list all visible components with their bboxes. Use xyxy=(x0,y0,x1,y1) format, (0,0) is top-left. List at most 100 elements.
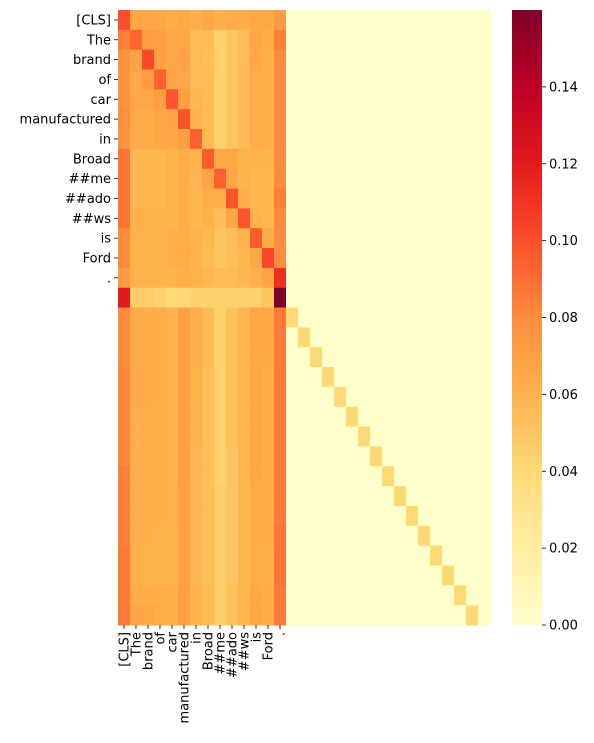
heatmap-cell xyxy=(118,327,131,348)
heatmap-cell xyxy=(478,267,491,289)
heatmap-cell xyxy=(250,367,263,388)
heatmap-cell xyxy=(202,287,215,309)
heatmap-cell xyxy=(370,446,383,467)
heatmap-cell xyxy=(406,545,419,566)
heatmap-cell xyxy=(406,10,419,31)
heatmap-cell xyxy=(298,29,311,51)
heatmap-cell xyxy=(118,426,131,447)
heatmap-cell xyxy=(262,327,275,348)
heatmap-cell xyxy=(466,367,479,388)
heatmap-cell xyxy=(262,267,275,289)
heatmap-cell xyxy=(394,208,407,229)
heatmap-cell xyxy=(166,267,179,289)
heatmap-cell xyxy=(334,89,347,110)
heatmap-cell xyxy=(142,525,155,547)
heatmap-cell xyxy=(394,545,407,566)
heatmap-cell xyxy=(418,10,431,31)
heatmap-cell xyxy=(382,426,395,447)
heatmap-cell xyxy=(190,10,203,31)
heatmap-cell xyxy=(454,267,467,289)
heatmap-cell xyxy=(274,208,287,229)
heatmap-cell xyxy=(166,347,179,368)
heatmap-cell xyxy=(226,129,239,150)
heatmap-cell xyxy=(382,446,395,467)
heatmap-cell xyxy=(358,605,371,626)
heatmap-cell xyxy=(190,406,203,428)
heatmap-cell xyxy=(202,347,215,368)
heatmap-cell xyxy=(202,29,215,51)
heatmap-cell xyxy=(382,188,395,209)
heatmap-cell xyxy=(166,426,179,447)
heatmap-cell xyxy=(178,148,191,170)
row-tick-label: brand xyxy=(73,53,111,68)
heatmap-cell xyxy=(430,545,443,566)
heatmap-cell xyxy=(130,129,143,150)
heatmap-cell xyxy=(118,148,131,170)
heatmap-cell xyxy=(466,148,479,170)
heatmap-cell xyxy=(478,129,491,150)
heatmap-cell xyxy=(358,287,371,309)
heatmap-cell xyxy=(310,545,323,566)
heatmap-cell xyxy=(430,109,443,130)
heatmap-cell xyxy=(466,347,479,368)
heatmap-cell xyxy=(382,10,395,31)
heatmap-cell xyxy=(466,109,479,130)
heatmap-cell xyxy=(322,525,335,547)
heatmap-cell xyxy=(442,287,455,309)
heatmap-cell xyxy=(478,148,491,170)
heatmap-cell xyxy=(394,466,407,487)
heatmap-cell xyxy=(274,69,287,90)
heatmap-cell xyxy=(466,426,479,447)
heatmap-cell xyxy=(214,565,227,586)
heatmap-cell xyxy=(322,446,335,467)
colorbar-tick-labels: 0.00 0.02 0.04 0.06 0.08 0.10 0.12 0.14 xyxy=(542,80,578,634)
heatmap-cell xyxy=(334,129,347,150)
heatmap-cell xyxy=(190,525,203,547)
heatmap-cell xyxy=(274,109,287,130)
heatmap-cell xyxy=(226,545,239,566)
heatmap-cell xyxy=(334,228,347,249)
heatmap-cell xyxy=(154,10,167,31)
heatmap-cell xyxy=(142,307,155,328)
heatmap-cell xyxy=(286,228,299,249)
heatmap-cell xyxy=(298,69,311,90)
heatmap-cell xyxy=(394,168,407,190)
heatmap-cell xyxy=(166,129,179,150)
heatmap-cell xyxy=(454,605,467,626)
heatmap-cell xyxy=(238,49,251,71)
heatmap-cell xyxy=(274,89,287,110)
heatmap-cell xyxy=(382,565,395,586)
heatmap-cell xyxy=(190,466,203,487)
heatmap-cell xyxy=(382,248,395,269)
heatmap-cell xyxy=(358,208,371,229)
heatmap-cell xyxy=(358,10,371,31)
heatmap-cell xyxy=(142,208,155,229)
heatmap-cell xyxy=(118,565,131,586)
heatmap-cell xyxy=(394,267,407,289)
heatmap-cell xyxy=(322,605,335,626)
heatmap-cell xyxy=(430,367,443,388)
heatmap-cell xyxy=(322,406,335,428)
heatmap-cell xyxy=(466,49,479,71)
heatmap-cell xyxy=(466,287,479,309)
heatmap-cell xyxy=(406,307,419,328)
heatmap-cell xyxy=(418,248,431,269)
heatmap-cell xyxy=(202,545,215,566)
heatmap-cell xyxy=(130,29,143,51)
heatmap-cell xyxy=(370,307,383,328)
heatmap-cell xyxy=(286,267,299,289)
heatmap-cell xyxy=(250,129,263,150)
heatmap-cell xyxy=(142,545,155,566)
heatmap-cell xyxy=(130,49,143,71)
heatmap-cell xyxy=(346,466,359,487)
heatmap-cell xyxy=(382,406,395,428)
heatmap-cell xyxy=(202,188,215,209)
heatmap-cell xyxy=(406,605,419,626)
heatmap-cell xyxy=(118,89,131,110)
heatmap-cell xyxy=(430,69,443,90)
heatmap-cell xyxy=(214,406,227,428)
heatmap-cell xyxy=(478,168,491,190)
heatmap-cell xyxy=(310,585,323,606)
heatmap-cell xyxy=(202,426,215,447)
heatmap-cell xyxy=(358,168,371,190)
